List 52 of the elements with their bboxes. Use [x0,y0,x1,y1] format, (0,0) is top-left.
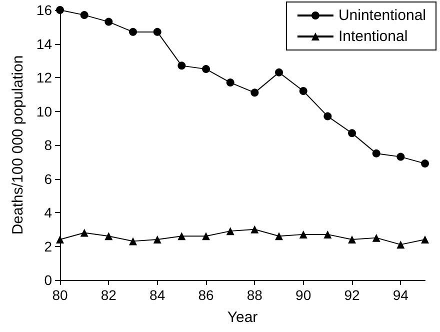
legend-label: Intentional [338,28,408,45]
y-tick-label: 16 [36,2,52,18]
point [80,228,88,237]
point [153,236,162,244]
y-tick-label: 14 [36,36,52,52]
point [56,236,64,244]
point [129,28,137,36]
point [421,236,429,244]
point [275,68,283,76]
x-tick-label: 92 [344,287,360,303]
point [104,232,113,240]
point [372,234,380,242]
point [324,230,332,238]
point [421,160,429,168]
y-tick-label: 8 [44,137,52,153]
point [153,28,162,36]
y-axis-title: Deaths/100 000 population [10,55,27,235]
legend-label: Unintentional [338,7,426,24]
point [202,65,210,74]
x-tick-label: 84 [150,287,166,303]
point [129,237,137,246]
point [80,11,88,20]
point [275,232,283,240]
x-tick-label: 90 [296,287,312,303]
point [178,232,186,240]
x-tick-label: 94 [392,287,409,303]
point [396,240,405,249]
point [348,129,356,138]
y-tick-label: 6 [44,170,52,187]
y-tick-label: 4 [44,204,52,220]
point [348,236,356,244]
point [226,227,234,236]
point [250,225,259,234]
y-tick-label: 0 [44,272,52,288]
x-tick-label: 80 [52,287,68,303]
x-tick-label: 86 [198,287,214,303]
x-axis-title: Year [227,309,258,326]
point [299,230,308,238]
y-tick-label: 10 [36,103,52,120]
point [372,149,380,158]
y-tick-label: 12 [36,70,52,86]
point [250,88,259,97]
point [226,78,234,87]
point [396,152,405,161]
point [178,62,186,70]
y-tick-label: 2 [44,238,52,254]
x-tick-label: 82 [100,287,117,303]
point [104,18,113,26]
point [324,112,332,120]
point [202,232,210,240]
x-tick-label: 88 [246,287,263,303]
point [299,87,308,95]
